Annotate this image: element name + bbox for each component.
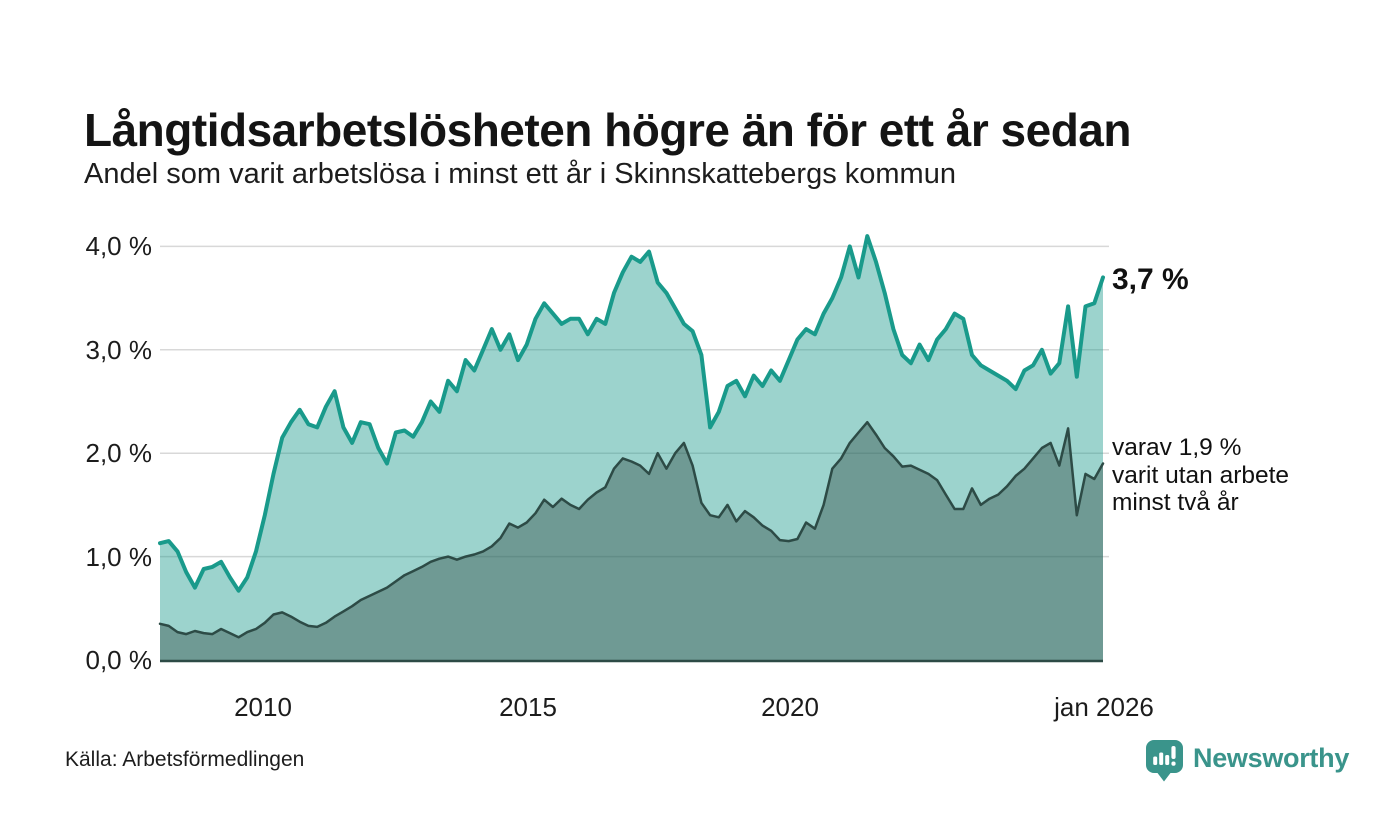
y-axis-tick-label: 0,0 % — [85, 645, 153, 675]
sub-series-annotation-line: varav 1,9 % — [1112, 434, 1242, 461]
sub-series-annotation-line: minst två år — [1112, 489, 1239, 516]
x-axis-tick-label: 2010 — [234, 692, 292, 722]
series-end-value-label: 3,7 % — [1112, 263, 1189, 296]
y-axis-tick-label: 2,0 % — [85, 438, 153, 468]
sub-series-annotation-line: varit utan arbete — [1112, 461, 1290, 489]
page-subtitle: Andel som varit arbetslösa i minst ett å… — [84, 158, 956, 190]
y-axis-tick-label: 3,0 % — [85, 335, 153, 365]
page-title: Långtidsarbetslösheten högre än för ett … — [84, 103, 1131, 156]
y-axis-tick-label: 4,0 % — [85, 231, 153, 261]
source-credit: Källa: Arbetsförmedlingen — [65, 748, 305, 771]
newsworthy-brand-name: Newsworthy — [1193, 743, 1350, 773]
sub-series-annotation: varav 1,9 % varit utan arbete minst två … — [1112, 434, 1289, 517]
x-axis-tick-label: 2020 — [761, 692, 819, 722]
newsworthy-logo: Newsworthy — [1146, 740, 1349, 784]
newsworthy-bubble-chart-icon — [1146, 740, 1183, 782]
x-axis-tick-label: jan 2026 — [1054, 692, 1154, 722]
y-axis-tick-label: 1,0 % — [85, 542, 153, 572]
x-axis-tick-label: 2015 — [499, 692, 557, 722]
